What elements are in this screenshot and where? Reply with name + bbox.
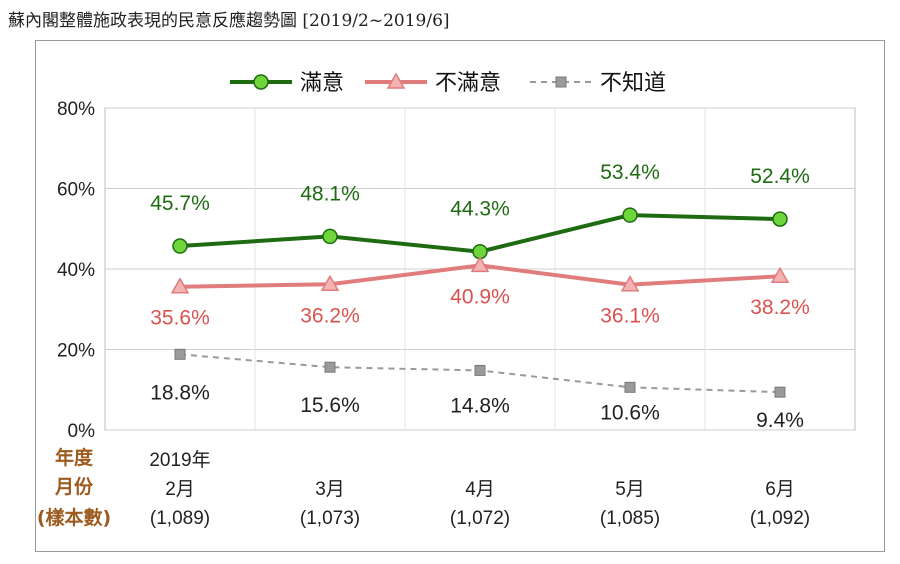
data-label: 9.4% xyxy=(756,409,804,432)
row-header-label: 月份 xyxy=(54,475,94,498)
data-point xyxy=(470,255,490,273)
legend-item-0: 滿意 xyxy=(230,71,344,96)
data-label: 53.4% xyxy=(600,161,660,184)
data-label: 52.4% xyxy=(750,165,810,188)
series-0: 45.7% 48.1% 44.3% 53.4% 52.4% xyxy=(150,161,810,260)
data-label: 36.2% xyxy=(300,304,360,327)
x-tick-label: (1,092) xyxy=(750,508,810,529)
data-label: 38.2% xyxy=(750,296,810,319)
data-point xyxy=(624,381,636,393)
y-tick-label: 40% xyxy=(57,260,95,281)
x-tick-label: 2019年 xyxy=(149,449,210,471)
y-tick-label: 0% xyxy=(68,421,96,442)
x-tick-label: (1,072) xyxy=(450,508,510,529)
x-tick-label: 6月 xyxy=(765,479,795,500)
data-label: 18.8% xyxy=(150,381,210,404)
x-tick-label: (1,089) xyxy=(150,508,210,529)
data-point xyxy=(320,274,340,292)
chart-title: 蘇內閣整體施政表現的民意反應趨勢圖 [2019/2~2019/6] xyxy=(8,11,450,31)
data-label: 35.6% xyxy=(150,307,210,330)
y-tick-label: 60% xyxy=(57,180,95,201)
series-layer: 45.7% 48.1% 44.3% 53.4% 52.4% 35.6% 36.2% 40.9%… xyxy=(150,161,810,432)
y-tick-label: 80% xyxy=(57,99,95,120)
chart-frame xyxy=(35,40,885,552)
data-point xyxy=(170,277,190,294)
legend-marker xyxy=(555,76,567,88)
x-tick-label: (1,085) xyxy=(600,508,660,529)
data-point xyxy=(174,348,186,360)
data-point xyxy=(620,275,640,292)
data-point xyxy=(324,361,336,373)
data-label: 48.1% xyxy=(300,182,360,205)
data-label: 15.6% xyxy=(300,394,360,417)
legend-marker xyxy=(253,74,269,90)
data-label: 10.6% xyxy=(600,401,660,424)
x-tick-label: 2月 xyxy=(165,479,195,500)
data-label: 36.1% xyxy=(600,305,660,328)
x-tick-label: 3月 xyxy=(315,479,345,500)
legend: 滿意 不滿意 不知道 xyxy=(230,71,666,96)
data-label: 14.8% xyxy=(450,394,510,417)
legend-label: 滿意 xyxy=(300,71,344,96)
axis-layer: 0% 20% 40% 60% 80% xyxy=(57,99,95,442)
legend-label: 不滿意 xyxy=(435,71,501,96)
data-point xyxy=(322,228,338,245)
legend-item-1: 不滿意 xyxy=(365,71,501,96)
data-point xyxy=(774,386,786,398)
y-tick-label: 20% xyxy=(57,341,95,362)
legend-label: 不知道 xyxy=(600,71,666,96)
x-tick-label: 5月 xyxy=(615,479,645,500)
series-1: 35.6% 36.2% 40.9% 36.1% 38.2% xyxy=(150,255,810,330)
data-point xyxy=(770,266,790,283)
data-point xyxy=(622,207,638,223)
row-header-label: (樣本數) xyxy=(37,506,111,529)
legend-item-2: 不知道 xyxy=(530,71,666,96)
data-label: 40.9% xyxy=(450,285,510,308)
x-tick-label: (1,073) xyxy=(300,508,360,529)
data-point xyxy=(772,211,788,227)
data-point xyxy=(474,364,486,376)
x-tick-label: 4月 xyxy=(465,479,495,500)
data-point xyxy=(172,238,188,254)
data-label: 45.7% xyxy=(150,192,210,215)
series-2: 18.8% 15.6% 14.8% 10.6% 9.4% xyxy=(150,348,804,432)
row-header-label: 年度 xyxy=(55,446,94,469)
legend-marker xyxy=(386,72,406,89)
data-label: 44.3% xyxy=(450,198,510,221)
